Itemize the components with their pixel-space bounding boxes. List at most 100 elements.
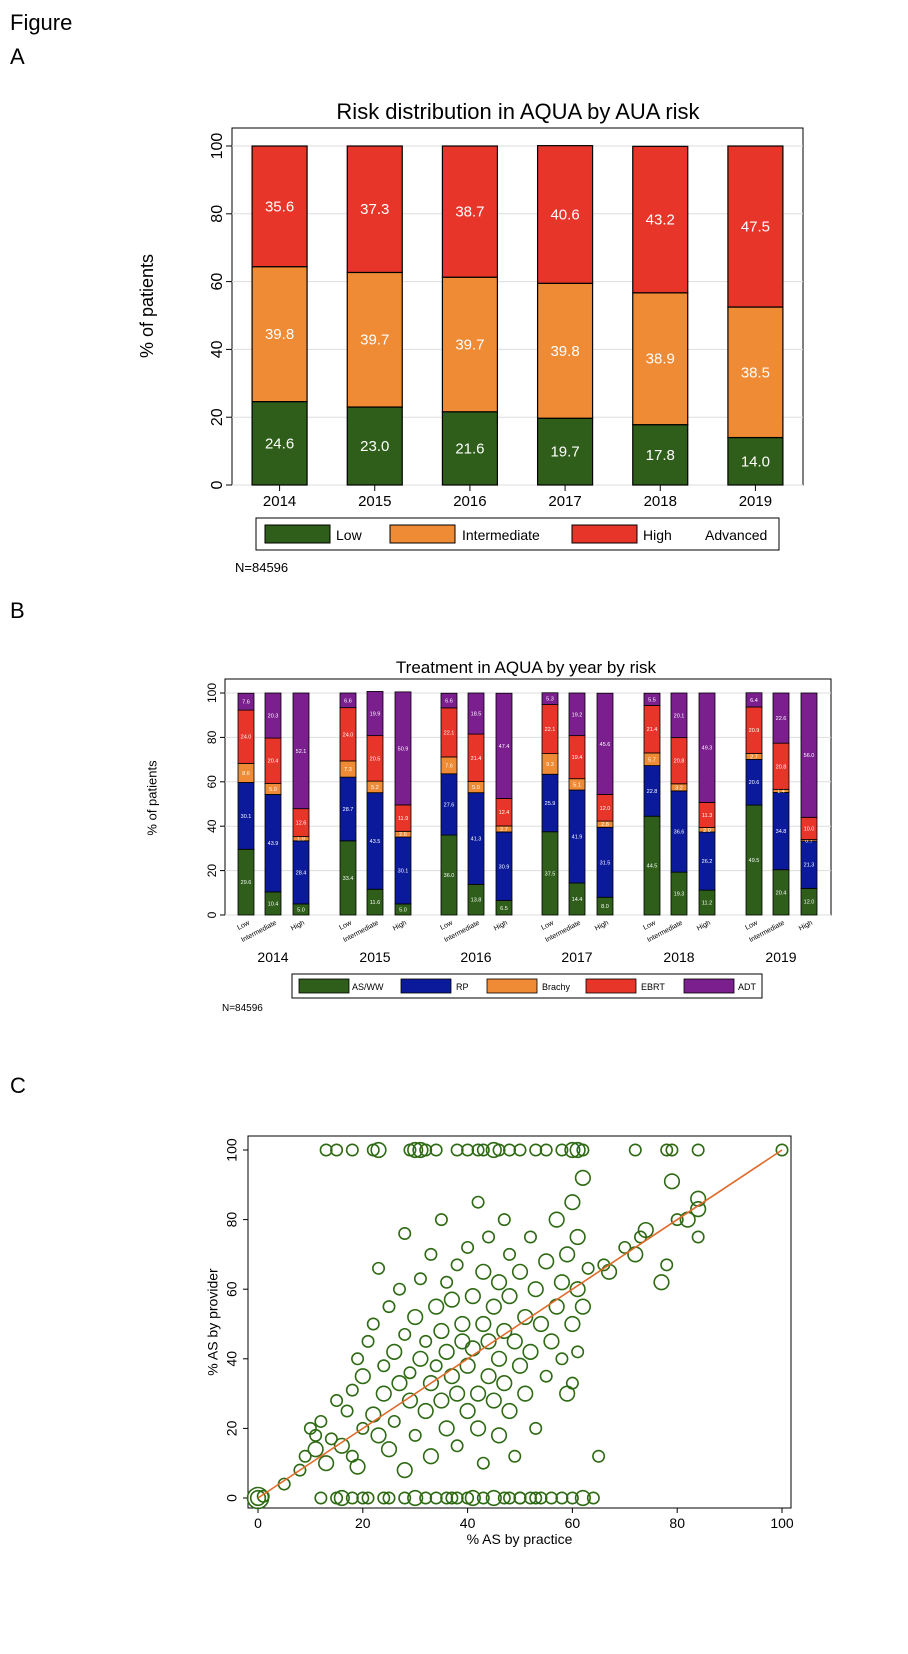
chart-c-ytick-label: 100 [224, 1138, 240, 1162]
scatter-point [330, 1143, 344, 1157]
scatter-point [628, 1143, 642, 1157]
bar-value-label: 5.0 [472, 785, 480, 791]
bar-value-label: 35.6 [265, 198, 294, 215]
scatter-point [529, 1491, 543, 1505]
chart-c-reference-line [257, 1149, 783, 1499]
bar-value-label: 12.0 [804, 900, 815, 906]
scatter-point [298, 1449, 312, 1463]
scatter-point [691, 1230, 705, 1244]
scatter-point [314, 1414, 328, 1428]
scatter-point [529, 1143, 543, 1157]
scatter-point [564, 1315, 581, 1333]
bar-value-label: 47.4 [499, 744, 510, 750]
bar-intermediate-2018 [632, 292, 689, 426]
chart-b-year-label: 2019 [765, 949, 796, 965]
bar-value-label: 52.1 [296, 749, 307, 755]
scatter-point [503, 1143, 517, 1157]
bar-value-label: 47.5 [741, 219, 770, 236]
scatter-point [665, 1143, 679, 1157]
scatter-point [469, 1420, 487, 1437]
scatter-point [412, 1350, 429, 1367]
bar-value-label: 5.0 [297, 907, 305, 913]
chart-b-ytick-label: 0 [205, 911, 219, 918]
bar-value-label: 37.5 [545, 871, 556, 877]
legend-swatch-rp [400, 978, 452, 994]
bar-value-label: 19.2 [572, 712, 583, 718]
bar-value-label: 20.4 [776, 890, 787, 896]
bar-value-label: 12.4 [499, 810, 510, 816]
chart-c-xtick-label: 20 [355, 1515, 371, 1531]
bar-high-2019 [727, 145, 784, 308]
bar-adt-2016-low [440, 692, 458, 709]
bar-value-label: 50.9 [398, 746, 409, 752]
bar-value-label: 11.3 [702, 813, 712, 819]
bar-adt-2014-low [237, 692, 255, 711]
bar-value-label: 12.0 [600, 806, 611, 812]
scatter-point [496, 1322, 513, 1340]
bar-value-label: 1.4 [777, 789, 785, 795]
scatter-point [690, 1201, 707, 1218]
bar-value-label: 7.6 [445, 763, 453, 769]
scatter-point [501, 1288, 518, 1305]
bar-high-2016 [441, 145, 499, 278]
bar-value-label: 29.6 [241, 880, 252, 886]
bar-value-label: 36.6 [674, 830, 685, 836]
chart-a-xtick-label: 2018 [644, 493, 677, 510]
chart-b-risk-label: Low [338, 919, 353, 932]
chart-b-ytick-label: 20 [205, 864, 219, 878]
scatter-point [660, 1143, 674, 1157]
legend-swatch-adt [683, 978, 735, 994]
bar-adt-2016-high [495, 692, 513, 799]
chart-a-ytick-label: 60 [209, 273, 226, 291]
chart-a-legend-box [255, 517, 780, 551]
chart-a-xtick-label: 2017 [548, 493, 581, 510]
scatter-point [333, 1489, 350, 1507]
scatter-point [330, 1491, 344, 1505]
bar-value-label: 10.0 [804, 826, 815, 832]
legend-label-brachy: Brachy [542, 982, 571, 992]
scatter-point [522, 1343, 539, 1360]
panel-a-chart: Risk distribution in AQUA by AUA risk 0 20… [137, 99, 804, 551]
panel-b-chart: Treatment in AQUA by year by risk 0 20 40 60… [144, 658, 832, 999]
bar-intermediate-2017 [536, 282, 594, 419]
scatter-point [372, 1261, 386, 1275]
scatter-point [382, 1300, 396, 1314]
scatter-point [450, 1258, 464, 1272]
scatter-point [581, 1261, 595, 1275]
bar-value-label: 26.2 [702, 859, 713, 865]
scatter-point [422, 1375, 440, 1392]
bar-value-label: 36.0 [444, 873, 455, 879]
chart-b-risk-label: Low [439, 919, 454, 932]
bar-intermediate-2015 [346, 271, 403, 408]
scatter-point [574, 1489, 591, 1507]
scatter-point [592, 1449, 606, 1463]
chart-b-risk-label: High [696, 920, 712, 933]
chart-c-ytick-label: 20 [224, 1420, 240, 1436]
scatter-point [377, 1491, 391, 1505]
scatter-point [539, 1143, 553, 1157]
bar-value-label: 9.3 [546, 762, 554, 768]
bar-adt-2018-low [643, 692, 661, 706]
chart-b-ytick-label: 80 [205, 730, 219, 744]
bar-value-label: 21.4 [647, 727, 658, 733]
bar-value-label: 31.5 [600, 860, 611, 866]
scatter-point [476, 1491, 490, 1505]
scatter-point [553, 1274, 571, 1291]
scatter-point [417, 1402, 434, 1420]
bar-value-label: 11.2 [702, 901, 712, 907]
bar-value-label: 14.4 [572, 897, 583, 903]
panel-c-chart: 0 20 40 60 80 100 0 20 40 60 80 100 % AS by practice… [205, 1135, 794, 1547]
bar-value-label: 24.0 [343, 732, 354, 738]
scatter-point [517, 1385, 534, 1402]
bar-value-label: 20.8 [674, 759, 685, 765]
legend-label-as-ww: AS/WW [352, 982, 384, 992]
scatter-point [490, 1427, 508, 1444]
scatter-point [482, 1230, 496, 1244]
bar-value-label: 7.6 [242, 700, 250, 706]
scatter-point [361, 1491, 375, 1505]
bar-value-label: 39.7 [455, 336, 484, 353]
bar-value-label: 40.6 [550, 206, 579, 223]
bar-adt-2015-intermediate [366, 691, 384, 737]
bar-value-label: 44.5 [647, 864, 658, 870]
scatter-point [375, 1385, 392, 1402]
